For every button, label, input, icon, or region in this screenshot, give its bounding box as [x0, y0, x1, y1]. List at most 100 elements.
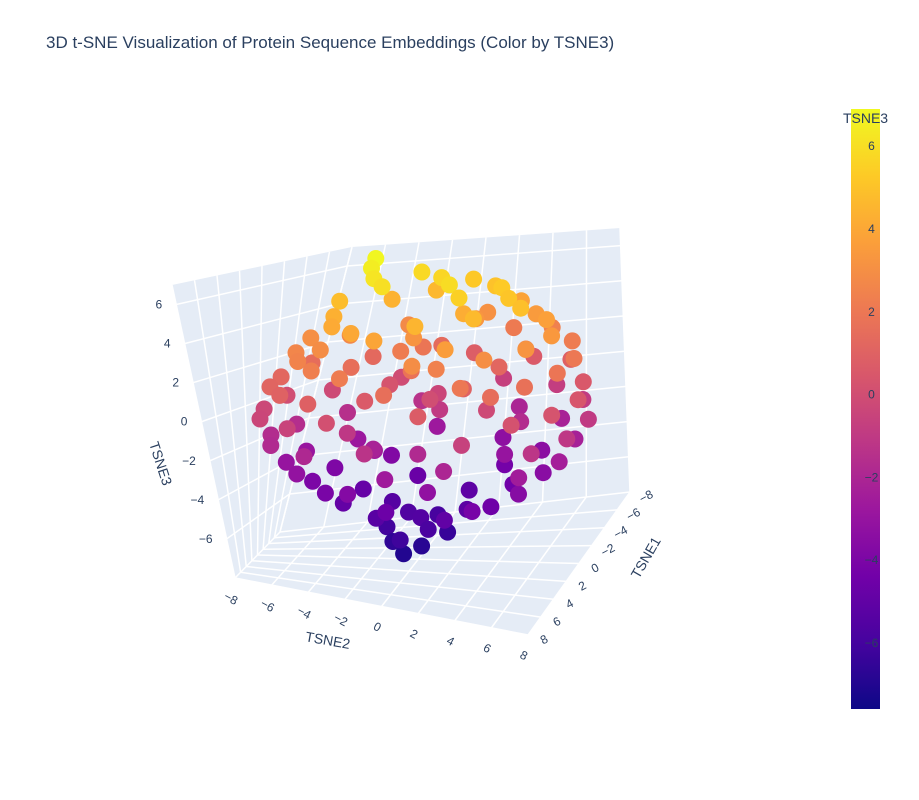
colorbar-tick-label: 4 [868, 222, 875, 236]
colorbar: TSNE3 6 4 2 0 −2 −4 −6 [843, 109, 888, 709]
colorbar-tick-label: −4 [865, 553, 879, 567]
data-point [316, 484, 334, 502]
data-point [534, 464, 552, 482]
grid-line-y-floor [417, 506, 500, 615]
data-point [395, 545, 413, 563]
data-point [409, 445, 427, 463]
colorbar-tick-label: −6 [865, 636, 879, 650]
colorbar-gradient [851, 109, 880, 709]
data-point [436, 341, 454, 359]
data-point [339, 404, 356, 421]
data-point [364, 348, 382, 365]
grid-line-y-floor [490, 496, 587, 629]
data-point [482, 498, 500, 516]
colorbar-title: TSNE3 [843, 110, 888, 126]
colorbar-tick-label: −2 [865, 470, 879, 484]
data-point [288, 465, 306, 483]
data-point [409, 408, 427, 426]
data-point [377, 503, 395, 521]
data-point [421, 390, 439, 408]
data-point [500, 289, 518, 307]
colorbar-tick-label: 0 [868, 388, 875, 402]
data-point [502, 416, 520, 434]
data-point [548, 364, 566, 382]
data-point [409, 467, 427, 484]
data-point [579, 410, 597, 428]
z-tick-label: 0 [181, 415, 188, 429]
grid-line-x-wall [216, 275, 247, 567]
grid-line-z-left [176, 265, 348, 306]
data-point [435, 511, 453, 529]
y-tick-label: 6 [481, 641, 494, 657]
data-point [450, 289, 468, 307]
grid-line-z-back [347, 244, 621, 267]
data-point [373, 278, 391, 296]
data-point [522, 445, 540, 463]
data-points [251, 250, 597, 563]
data-point [464, 310, 482, 328]
data-point [376, 471, 394, 489]
data-point [510, 469, 528, 487]
data-point [251, 410, 269, 428]
data-point [383, 290, 401, 308]
grid-line-z-left [192, 341, 329, 384]
z-tick-label: 4 [164, 337, 171, 351]
data-point [304, 472, 322, 490]
data-point [365, 332, 383, 350]
pane-floor [235, 492, 630, 635]
data-point [277, 453, 295, 471]
x-tick-label: 8 [538, 632, 551, 648]
x-tick-label: 0 [589, 560, 602, 576]
x-tick-label: −6 [624, 505, 643, 524]
grid-line-y-floor [527, 491, 631, 636]
data-point [463, 503, 481, 520]
data-point [406, 318, 424, 335]
y-tick-label: 0 [371, 619, 384, 635]
z-tick-label: 6 [156, 298, 163, 312]
data-point [289, 353, 307, 370]
data-point [271, 386, 289, 404]
data-point [478, 401, 495, 419]
x-tick-label: −2 [599, 541, 618, 560]
grid-line-x-wall [262, 261, 286, 550]
data-point [403, 357, 421, 375]
data-point [428, 417, 446, 435]
data-point [419, 520, 437, 538]
grid-line-x-floor [234, 577, 529, 636]
data-point [512, 299, 530, 317]
data-point [574, 373, 592, 391]
data-point [510, 485, 527, 503]
data-point [262, 437, 280, 454]
y-axis-title: TSNE2 [304, 628, 351, 652]
data-point [278, 420, 296, 438]
data-point [505, 319, 523, 337]
data-point [563, 332, 581, 350]
data-point [311, 341, 329, 359]
grid-line-x-wall [238, 270, 253, 561]
data-point [338, 424, 356, 442]
grid-line-z-back [308, 385, 627, 419]
grid-line-z-left [226, 493, 291, 540]
data-point [460, 481, 478, 499]
data-point [517, 341, 535, 358]
data-point [475, 351, 493, 369]
grid-line-z-left [201, 379, 319, 423]
y-tick-label: −4 [295, 603, 314, 622]
x-tick-label: 4 [563, 596, 576, 612]
data-point [317, 414, 335, 432]
grid-line-z-left [184, 303, 338, 345]
data-point [516, 378, 533, 396]
data-point [383, 446, 400, 464]
data-point [451, 379, 469, 397]
data-point [413, 263, 431, 281]
data-point [299, 395, 317, 413]
grid-line-x-floor [251, 560, 567, 583]
data-point [323, 318, 341, 336]
data-point [331, 370, 348, 388]
y-tick-label: −2 [331, 610, 350, 629]
data-point [494, 429, 512, 446]
data-point [427, 360, 445, 378]
data-point [465, 270, 483, 288]
data-point [331, 292, 349, 310]
